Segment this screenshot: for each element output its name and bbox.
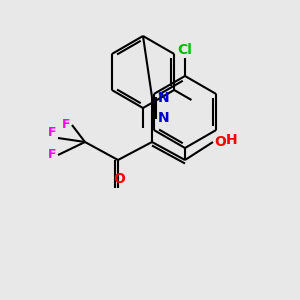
Text: O: O [113, 172, 125, 186]
Text: O: O [214, 135, 226, 149]
Text: Cl: Cl [178, 43, 192, 57]
Text: F: F [47, 126, 56, 139]
Text: N: N [158, 91, 169, 105]
Text: F: F [47, 148, 56, 160]
Text: N: N [158, 111, 169, 125]
Text: F: F [61, 118, 70, 131]
Text: H: H [226, 133, 238, 147]
